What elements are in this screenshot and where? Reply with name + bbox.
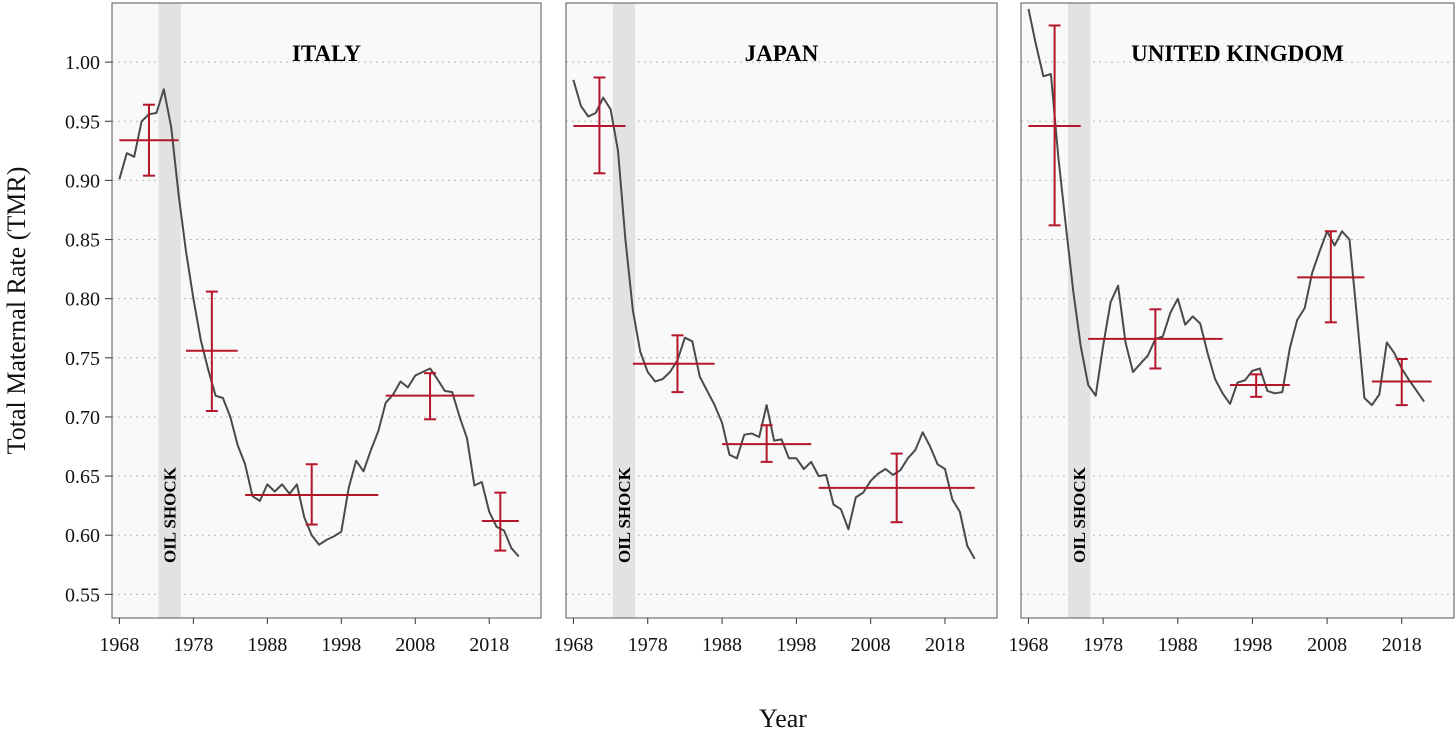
panel-background [1021,3,1454,618]
x-tick-label: 1988 [1158,634,1198,656]
y-tick-label: 0.65 [65,466,100,488]
panel-title: UNITED KINGDOM [1131,41,1344,66]
y-tick-label: 0.90 [65,170,100,192]
x-tick-label: 2008 [851,634,891,656]
x-tick-label: 1988 [702,634,742,656]
panel-title: ITALY [292,41,361,66]
y-tick-label: 0.80 [65,289,100,311]
oil-shock-label: OIL SHOCK [615,466,634,563]
panel-frame [111,2,542,619]
x-tick-label: 2008 [395,634,435,656]
x-axis-label: Year [759,704,807,730]
x-tick-label: 1968 [553,634,593,656]
x-tick-label: 1998 [1232,634,1272,656]
y-tick-label: 0.55 [65,584,100,606]
x-tick-label: 1978 [628,634,668,656]
series-line [1027,8,1425,407]
x-tick-label: 1998 [321,634,361,656]
panel-title: JAPAN [745,41,819,66]
x-tick-label: 2008 [1307,634,1347,656]
y-tick-label: 0.75 [65,348,100,370]
x-tick-label: 2018 [1382,634,1422,656]
x-tick-label: 1968 [99,634,139,656]
panel-background [112,3,541,618]
series-line [572,79,976,560]
y-tick-label: 0.60 [65,525,100,547]
y-tick-label: 0.85 [65,230,100,252]
x-tick-label: 1968 [1008,634,1048,656]
x-tick-label: 2018 [925,634,965,656]
x-tick-label: 1998 [776,634,816,656]
panel-frame [1020,2,1455,619]
panel-frame [565,2,998,619]
panel-background [566,3,997,618]
series-line [118,88,520,558]
x-tick-label: 1978 [173,634,213,656]
x-tick-label: 1988 [247,634,287,656]
oil-shock-label: OIL SHOCK [161,466,180,563]
oil-shock-band [1068,3,1091,618]
y-tick-label: 1.00 [65,52,100,74]
oil-shock-label: OIL SHOCK [1070,466,1089,563]
panel-japan: OIL SHOCK JAPAN 1968 1978 1988 1998 2008 2018 [553,2,998,656]
y-tick-label: 0.70 [65,407,100,429]
panel-united-kingdom: OIL SHOCK UNITED KINGDOM 1968 1978 1988 1998 2… [1008,2,1455,656]
y-tick-label: 0.95 [65,111,100,133]
x-tick-label: 2018 [469,634,509,656]
panel-italy: OIL SHOCK ITALY 1968 1978 1988 1998 2008 2018 [99,2,542,656]
y-axis-label: Total Maternal Rate (TMR) [2,167,31,455]
x-tick-label: 1978 [1083,634,1123,656]
